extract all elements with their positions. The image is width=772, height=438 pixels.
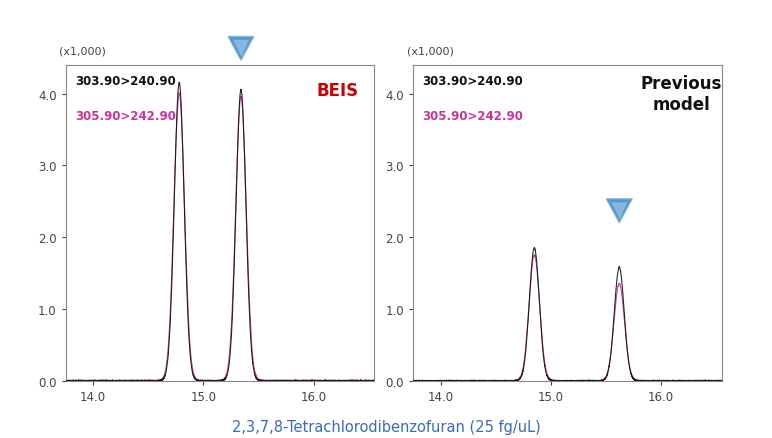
Text: 305.90>242.90: 305.90>242.90 bbox=[422, 110, 523, 123]
Text: 303.90>240.90: 303.90>240.90 bbox=[75, 75, 176, 88]
Text: 2,3,7,8-Tetrachlorodibenzofuran (25 fg/uL): 2,3,7,8-Tetrachlorodibenzofuran (25 fg/u… bbox=[232, 419, 540, 434]
Text: Previous
model: Previous model bbox=[641, 75, 723, 114]
Text: BEIS: BEIS bbox=[317, 81, 358, 99]
Text: 305.90>242.90: 305.90>242.90 bbox=[75, 110, 176, 123]
Text: (x1,000): (x1,000) bbox=[59, 46, 107, 56]
Text: 303.90>240.90: 303.90>240.90 bbox=[422, 75, 523, 88]
Text: (x1,000): (x1,000) bbox=[407, 46, 454, 56]
